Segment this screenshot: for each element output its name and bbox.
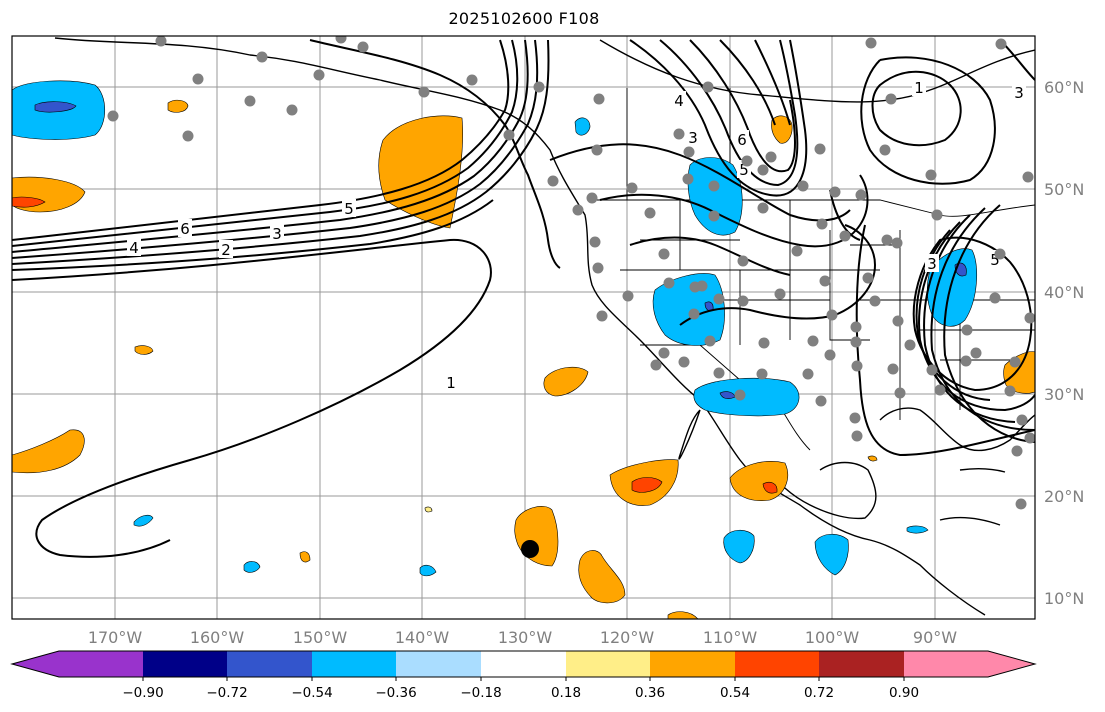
colorbar-tick-label: −0.54 xyxy=(291,685,332,701)
contour-label: 3 xyxy=(272,225,282,243)
colorbar-segment xyxy=(143,651,227,677)
colorbar-tick-label: 0.18 xyxy=(551,685,581,701)
colorbar-segment xyxy=(566,651,650,677)
anomaly-positive xyxy=(134,345,154,355)
lat-label: 60°N xyxy=(1044,78,1084,97)
colorbar-tick-label: 0.72 xyxy=(804,685,834,701)
storm-center-marker xyxy=(521,540,539,558)
colorbar-segment xyxy=(650,651,735,677)
anomaly-positive xyxy=(167,99,189,113)
colorbar-tick-label: 0.90 xyxy=(889,685,919,701)
colorbar-segment xyxy=(735,651,819,677)
colorbar-segment xyxy=(396,651,481,677)
anomaly-negative xyxy=(419,564,437,577)
anomaly-negative xyxy=(693,377,800,417)
colorbar-segment xyxy=(12,651,143,677)
colorbar-tick-label: 0.36 xyxy=(635,685,665,701)
lon-label: 100°W xyxy=(805,628,860,647)
lon-label: 170°W xyxy=(88,628,143,647)
colorbar-tick-label: 0.54 xyxy=(720,685,750,701)
colorbar-segment xyxy=(227,651,312,677)
anomaly-negative xyxy=(906,525,929,534)
contour-label: 3 xyxy=(688,129,698,147)
colorbar-segment xyxy=(481,651,566,677)
anomaly-negative xyxy=(687,157,743,236)
station-dots xyxy=(107,36,1035,510)
anomaly-positive xyxy=(514,506,559,567)
lon-label: 140°W xyxy=(395,628,450,647)
contour-label: 3 xyxy=(1014,84,1024,102)
anomaly-negative xyxy=(574,117,591,136)
contour-label: 6 xyxy=(737,131,747,149)
anomaly-negative xyxy=(243,561,261,573)
anomaly-positive xyxy=(667,611,699,619)
colorbar-tick-label: −0.90 xyxy=(122,685,163,701)
lat-label: 10°N xyxy=(1044,589,1084,608)
anomaly-positive xyxy=(729,461,789,501)
anomaly-fields xyxy=(12,80,1035,619)
anomaly-negative xyxy=(723,529,755,564)
colorbar: −0.90 −0.72 −0.54 −0.36 −0.18 0.18 0.36 … xyxy=(10,650,1037,701)
colorbar-tick-label: −0.18 xyxy=(460,685,501,701)
latitude-labels: 60°N 50°N 40°N 30°N 20°N 10°N xyxy=(1044,78,1084,608)
anomaly-positive xyxy=(578,550,626,604)
contour-value-labels: 4 6 2 3 5 1 4 3 6 5 1 3 3 5 xyxy=(127,78,1026,392)
anomaly-positive xyxy=(543,366,589,397)
contour-label: 2 xyxy=(221,241,231,259)
anomaly-positive xyxy=(424,506,433,513)
colorbar-segment xyxy=(904,651,1035,677)
lon-label: 110°W xyxy=(703,628,758,647)
anomaly-positive xyxy=(12,429,85,474)
contour-label: 5 xyxy=(344,200,354,218)
colorbar-tick-label: −0.36 xyxy=(375,685,416,701)
contour-label: 1 xyxy=(914,79,924,97)
lon-label: 160°W xyxy=(190,628,245,647)
contour-label: 6 xyxy=(180,220,190,238)
map-title: 2025102600 F108 xyxy=(448,9,600,28)
lon-label: 120°W xyxy=(600,628,655,647)
lon-label: 130°W xyxy=(498,628,553,647)
anomaly-positive xyxy=(867,455,878,462)
contour-lines xyxy=(12,39,1035,558)
anomaly-negative xyxy=(652,273,725,346)
lat-label: 50°N xyxy=(1044,180,1084,199)
lat-label: 20°N xyxy=(1044,487,1084,506)
lat-label: 40°N xyxy=(1044,283,1084,302)
anomaly-positive xyxy=(771,115,793,144)
map-frame xyxy=(11,35,1036,620)
lat-label: 30°N xyxy=(1044,385,1084,404)
contour-label: 1 xyxy=(446,374,456,392)
contour-label: 4 xyxy=(674,92,684,110)
anomaly-negative xyxy=(133,514,154,527)
contour-label: 5 xyxy=(990,251,1000,269)
lon-label: 150°W xyxy=(293,628,348,647)
contour-label: 5 xyxy=(739,161,749,179)
contour-label: 3 xyxy=(927,255,937,273)
contour-label: 4 xyxy=(129,239,139,257)
colorbar-segment xyxy=(819,651,904,677)
colorbar-tick-label: −0.72 xyxy=(206,685,247,701)
lon-label: 90°W xyxy=(913,628,957,647)
anomaly-positive xyxy=(299,551,311,563)
longitude-labels: 170°W 160°W 150°W 140°W 130°W 120°W 110°… xyxy=(88,628,957,647)
anomaly-negative xyxy=(814,533,849,576)
colorbar-segment xyxy=(312,651,396,677)
